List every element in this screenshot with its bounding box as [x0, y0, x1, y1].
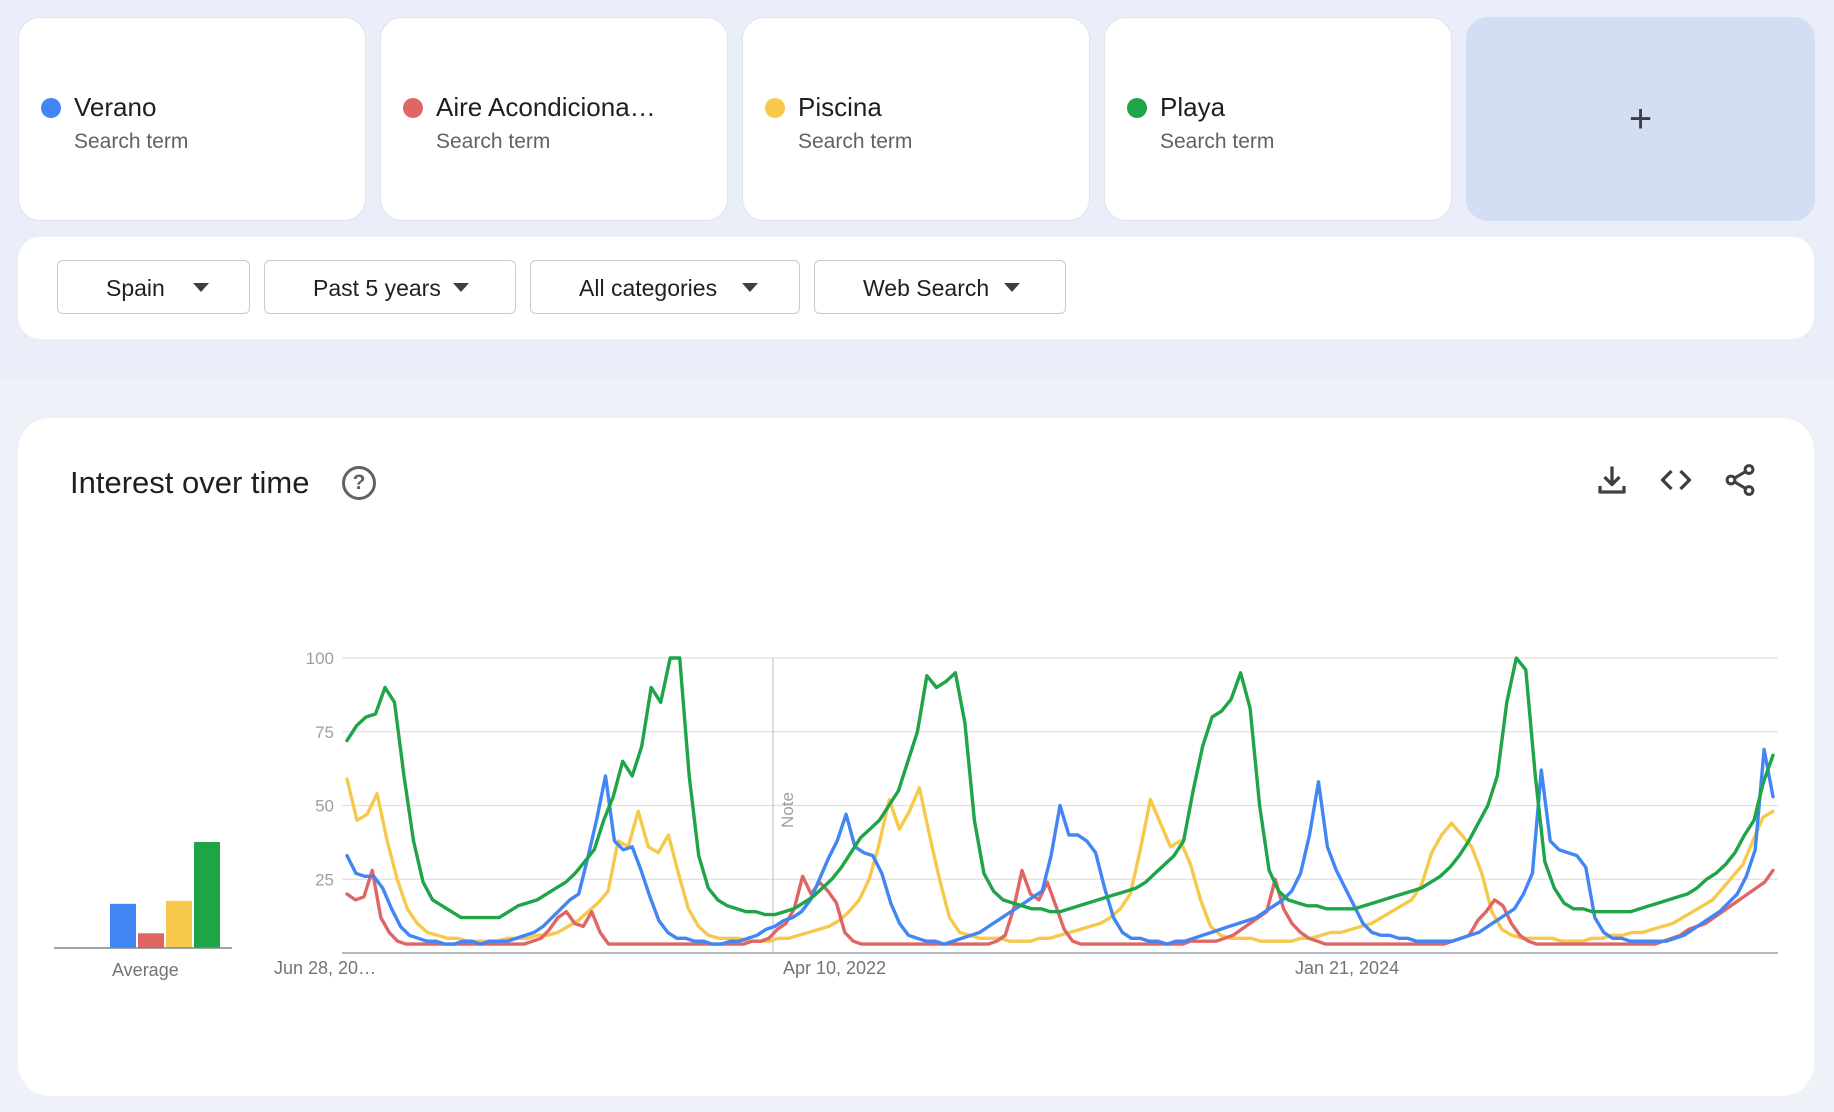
term-card-3[interactable]: Piscina Search term — [742, 17, 1090, 221]
term-color-dot — [403, 98, 423, 118]
term-subtitle: Search term — [436, 130, 551, 153]
x-tick-label: Apr 10, 2022 — [783, 958, 887, 978]
average-bar — [110, 903, 136, 948]
term-name[interactable]: Playa — [1160, 92, 1226, 122]
term-card-1[interactable]: Verano Search term — [18, 17, 366, 221]
interest-over-time-panel: Interest over time ? Average 25 50 75 100 No… — [18, 418, 1814, 1096]
category-filter-label: All categories — [579, 275, 718, 301]
y-tick-label: 100 — [306, 649, 334, 668]
average-bar — [166, 900, 192, 948]
series-line — [345, 777, 1775, 943]
series-line — [345, 868, 1775, 946]
term-name[interactable]: Aire Acondiciona… — [436, 92, 656, 122]
caret-down-icon — [1004, 283, 1020, 292]
add-term-button[interactable]: + — [1466, 17, 1815, 221]
x-tick-label: Jan 21, 2024 — [1295, 958, 1400, 978]
average-label: Average — [112, 960, 179, 980]
search-type-filter[interactable]: Web Search — [814, 260, 1066, 314]
term-color-dot — [41, 98, 61, 118]
term-subtitle: Search term — [798, 130, 913, 153]
average-bar — [138, 933, 164, 948]
y-tick-label: 25 — [315, 870, 334, 889]
caret-down-icon — [193, 283, 209, 292]
time-range-filter[interactable]: Past 5 years — [264, 260, 516, 314]
term-card-4[interactable]: Playa Search term — [1104, 17, 1452, 221]
term-name[interactable]: Verano — [74, 92, 157, 122]
help-circle-icon[interactable]: ? — [342, 466, 376, 500]
region-filter[interactable]: Spain — [57, 260, 250, 314]
caret-down-icon — [742, 283, 758, 292]
term-card-2[interactable]: Aire Acondiciona… Search term — [380, 17, 728, 221]
series-line — [345, 656, 1775, 920]
term-subtitle: Search term — [74, 130, 189, 153]
panel-title: Interest over time — [70, 465, 310, 500]
caret-down-icon — [453, 283, 469, 292]
share-icon[interactable] — [1722, 462, 1758, 498]
term-name[interactable]: Piscina — [798, 92, 882, 122]
embed-code-icon[interactable] — [1658, 462, 1694, 498]
region-filter-label: Spain — [106, 275, 165, 301]
time-range-filter-label: Past 5 years — [313, 275, 441, 301]
average-bar — [194, 842, 220, 948]
download-icon[interactable] — [1594, 462, 1630, 498]
filters-bar: Spain Past 5 years All categories Web Se… — [18, 237, 1814, 339]
y-tick-label: 50 — [315, 797, 334, 816]
term-color-dot — [1127, 98, 1147, 118]
y-tick-label: 75 — [315, 723, 334, 742]
term-color-dot — [765, 98, 785, 118]
average-bar-chart — [54, 842, 232, 949]
category-filter[interactable]: All categories — [530, 260, 800, 314]
plus-icon: + — [1628, 96, 1653, 141]
search-type-filter-label: Web Search — [863, 275, 990, 301]
series-line — [345, 747, 1775, 946]
interest-line-chart: 25 50 75 100 Note — [306, 649, 1778, 954]
note-label: Note — [778, 792, 797, 828]
term-subtitle: Search term — [1160, 130, 1275, 153]
x-tick-label: Jun 28, 20… — [274, 958, 377, 978]
